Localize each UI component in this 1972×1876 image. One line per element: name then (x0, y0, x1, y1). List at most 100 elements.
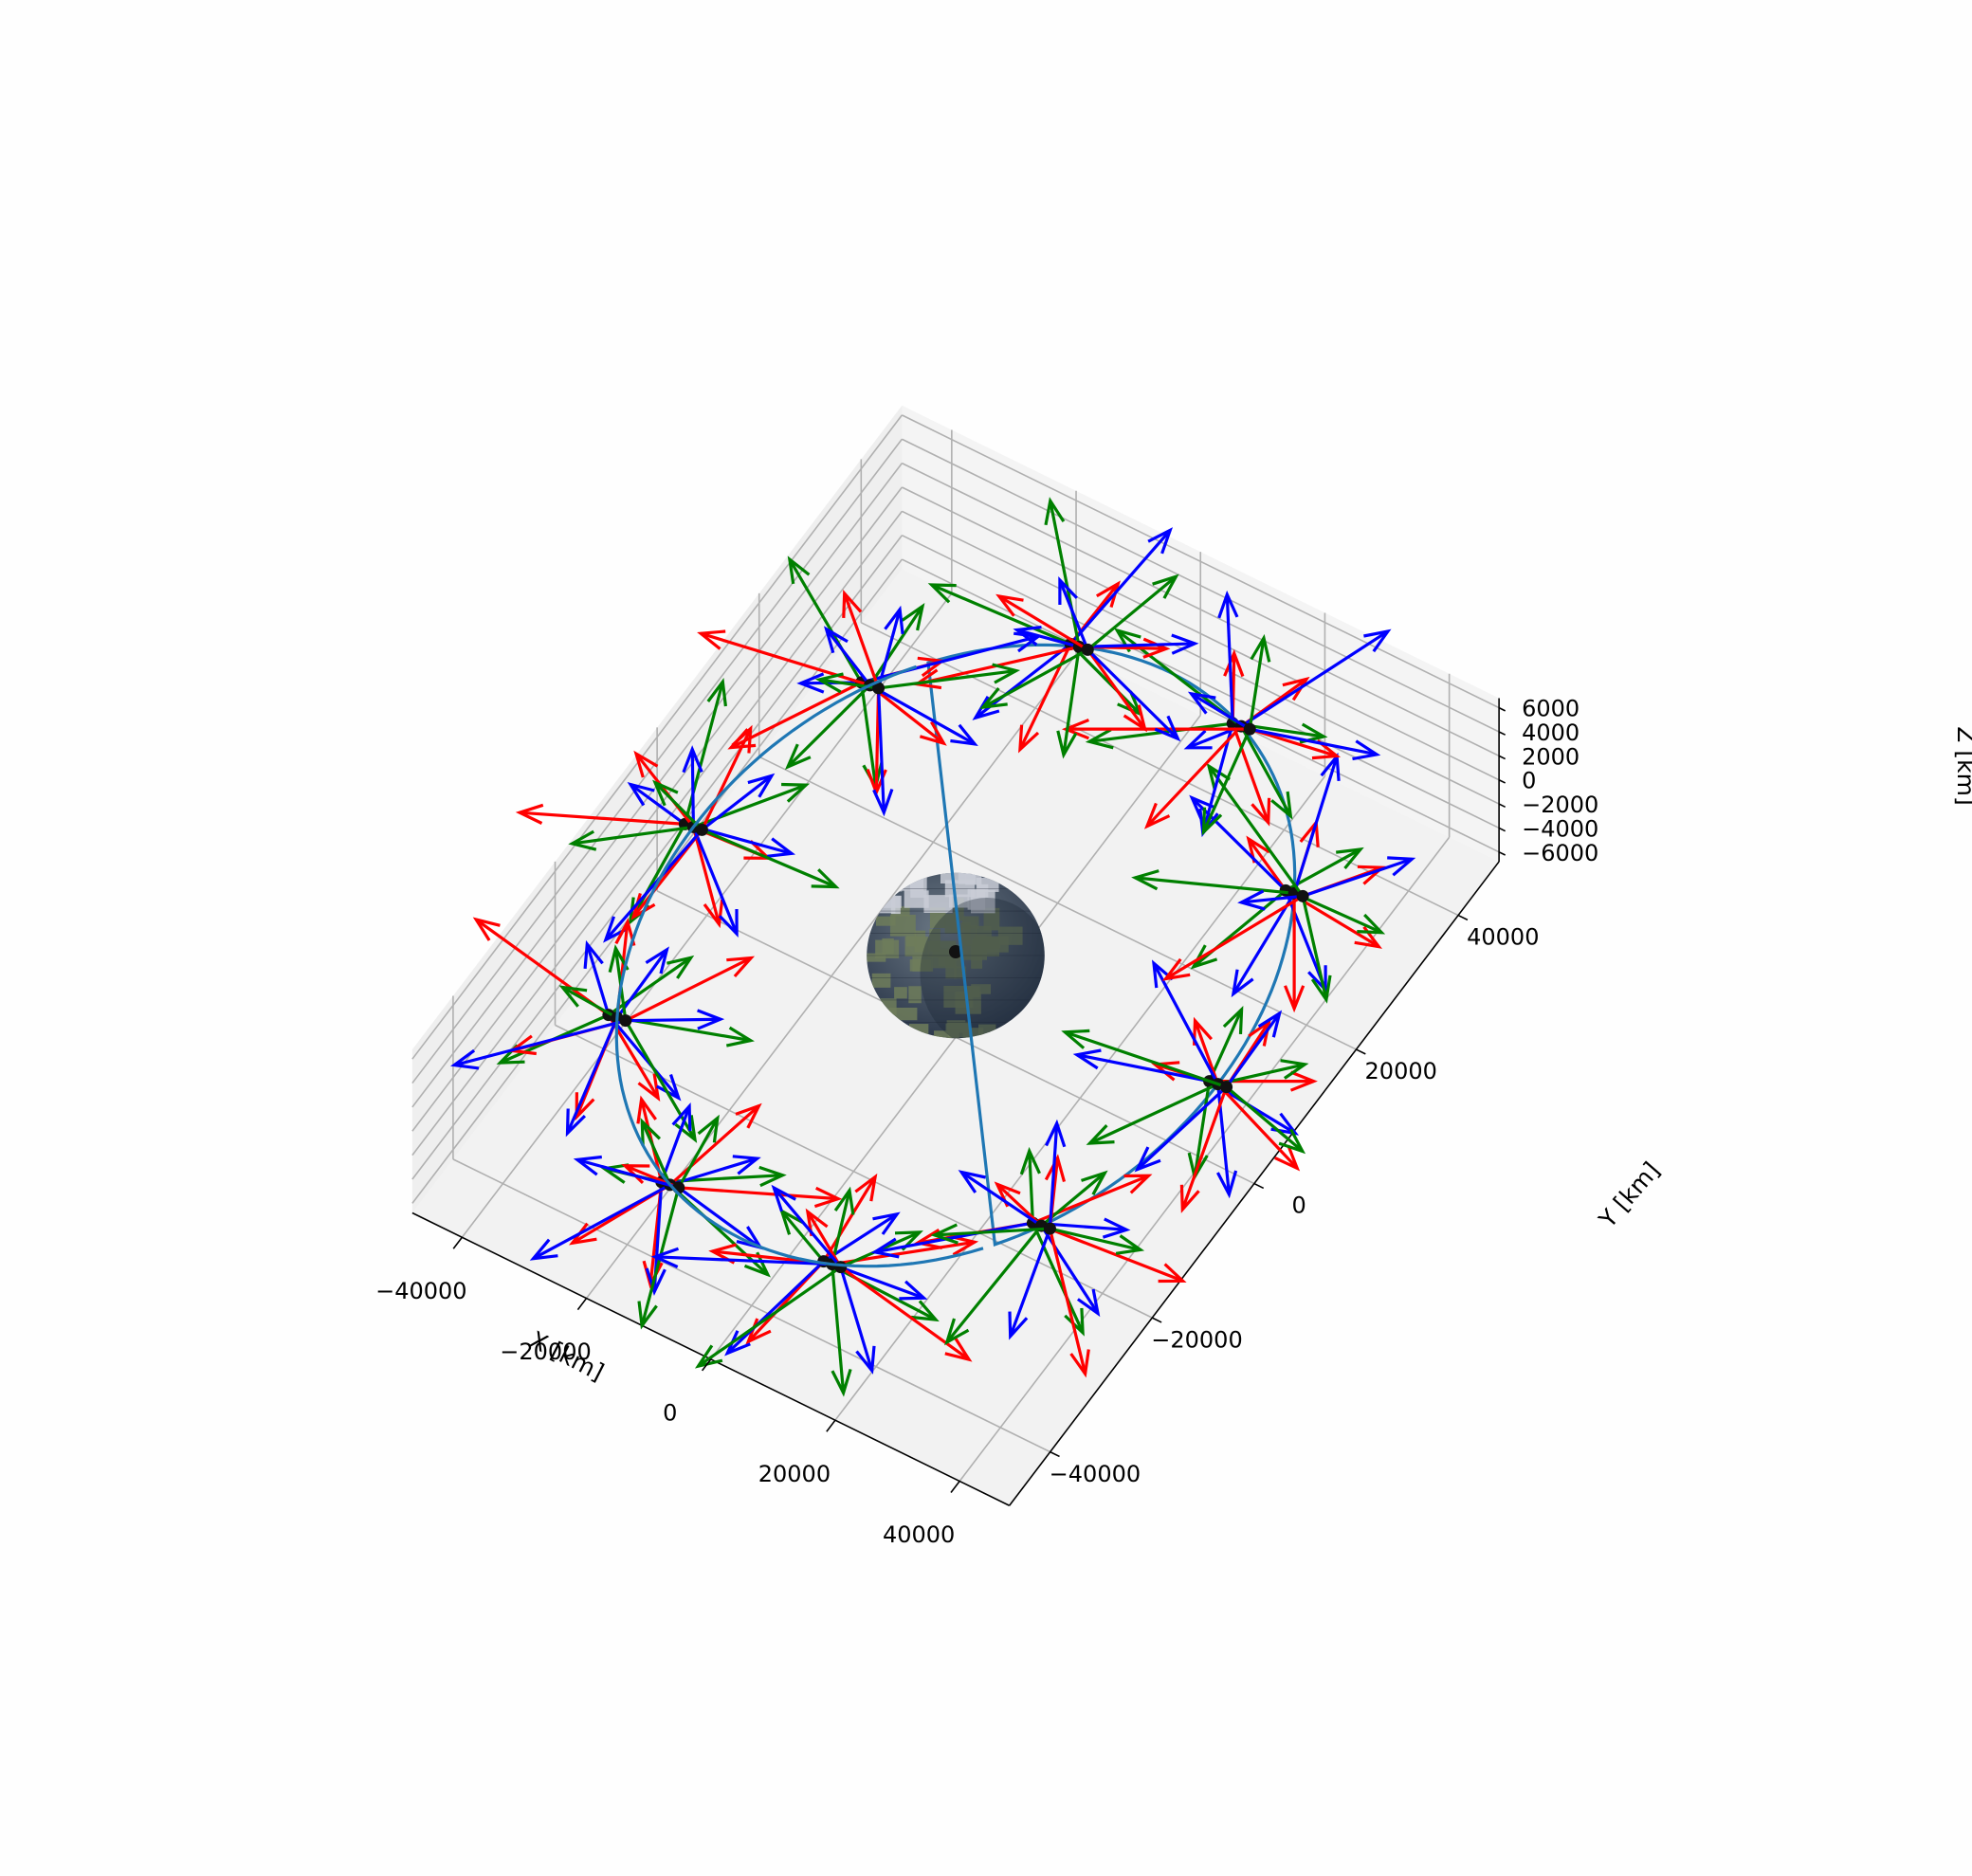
arrow-head (1284, 985, 1306, 1013)
arrow-head (1352, 739, 1381, 761)
arrow-head (652, 779, 679, 807)
arrow-head (1123, 704, 1148, 733)
arrow-head (814, 672, 844, 694)
frame-arrow (640, 1118, 672, 1186)
land-patch (908, 986, 922, 1004)
arrow-head (1018, 724, 1040, 754)
frame-arrow (831, 1186, 855, 1266)
arrow-head (1019, 1146, 1041, 1175)
arrow-shaft (839, 1266, 874, 1372)
frame-arrow (1069, 527, 1174, 646)
frame-arrow (701, 773, 776, 831)
arrow-head (1280, 1059, 1309, 1080)
arrow-shaft (629, 823, 686, 923)
arrow-head (831, 1368, 852, 1397)
frame-arrow (1237, 889, 1304, 911)
arrow-shaft (576, 1157, 680, 1190)
arrow-head (1274, 1144, 1301, 1172)
arrow-shaft (1028, 1151, 1035, 1224)
arrow-head (1069, 1349, 1090, 1378)
arrow-shaft (677, 1117, 720, 1189)
arrow-shaft (1293, 891, 1382, 935)
x-tick-label: 0 (663, 1399, 677, 1426)
earth-shade (920, 898, 1045, 1039)
wall-grid-z (902, 486, 1500, 781)
frame-arrow (529, 1183, 671, 1261)
arrow-shaft (1180, 1086, 1229, 1211)
arrow-head (758, 1165, 787, 1188)
frame-arrow (1143, 725, 1243, 829)
arrow-head (1076, 1288, 1101, 1318)
arrow-shaft (859, 682, 878, 788)
arrow-shaft (1248, 637, 1266, 730)
satellite-marker (1081, 643, 1094, 656)
arrow-head (472, 917, 501, 941)
frame-arrow (573, 1155, 680, 1190)
arrow-shaft (532, 1183, 671, 1261)
frame-arrow (1284, 893, 1306, 1013)
frame-arrow (1079, 633, 1199, 655)
y-tick-label: 40000 (1467, 924, 1539, 951)
frame-arrow (1058, 575, 1089, 650)
y-axis-label: Y [km] (1593, 1157, 1665, 1233)
arrow-head (1143, 802, 1171, 829)
arrow-shaft (1231, 722, 1270, 824)
arrow-head (995, 593, 1024, 617)
arrow-head (1044, 497, 1066, 526)
arrow-shaft (868, 683, 945, 745)
arrow-head (558, 985, 588, 1008)
arrow-shaft (1208, 1009, 1244, 1083)
arrow-shaft (604, 829, 703, 941)
arrow-head (766, 837, 796, 858)
arrow-shaft (843, 592, 881, 689)
arrow-head (450, 1048, 480, 1070)
arrow-shaft (1018, 643, 1072, 751)
arrow-shaft (700, 631, 871, 687)
arrow-shaft (1062, 647, 1081, 756)
arrow-head (899, 1280, 928, 1301)
frame-arrow (1086, 648, 1181, 742)
arrow-shaft (1164, 894, 1304, 980)
arrow-shaft (1241, 894, 1304, 904)
arrow-head (726, 956, 756, 978)
frame-arrow (1249, 727, 1381, 761)
arrow-shaft (1225, 1012, 1281, 1088)
arrow-head (1044, 1154, 1067, 1183)
land-patch (867, 953, 886, 962)
arrow-head (703, 899, 724, 929)
land-patch (961, 916, 979, 929)
frame-arrow (784, 683, 871, 770)
frame-arrow (1050, 1227, 1145, 1255)
arrow-shaft (876, 687, 886, 813)
arrow-head (1058, 575, 1078, 605)
arrow-shaft (701, 828, 837, 888)
arrow-head (1278, 1128, 1306, 1155)
z-tick-label: 6000 (1522, 696, 1579, 722)
arrow-shaft (1240, 629, 1389, 728)
arrow-head (694, 1344, 723, 1369)
arrow-head (568, 1222, 597, 1246)
arrow-head (1154, 715, 1181, 742)
z-tick-label: 4000 (1522, 719, 1579, 746)
arrow-shaft (1194, 1020, 1220, 1085)
arrow-head (633, 750, 659, 778)
arrow-head (854, 1173, 878, 1202)
frame-arrow (1225, 1085, 1306, 1155)
frame-arrow (877, 605, 904, 689)
arrow-head (894, 1230, 923, 1251)
arrow-head (529, 1238, 558, 1261)
frame-arrow (1248, 633, 1271, 730)
land-patch (882, 938, 894, 955)
frame-arrow (1216, 1083, 1301, 1172)
land-patch (906, 936, 917, 947)
arrow-shaft (998, 594, 1089, 651)
arrow-head (1289, 1070, 1318, 1092)
x-tick-label: −20000 (500, 1339, 591, 1365)
wall-grid-z (902, 510, 1500, 805)
frame-arrow (823, 626, 871, 686)
wall-grid-z (411, 486, 903, 1132)
orbit-line (614, 665, 984, 1268)
arrow-shaft (690, 749, 696, 828)
earth-center-dot (949, 945, 962, 958)
frame-arrow (1161, 894, 1304, 981)
